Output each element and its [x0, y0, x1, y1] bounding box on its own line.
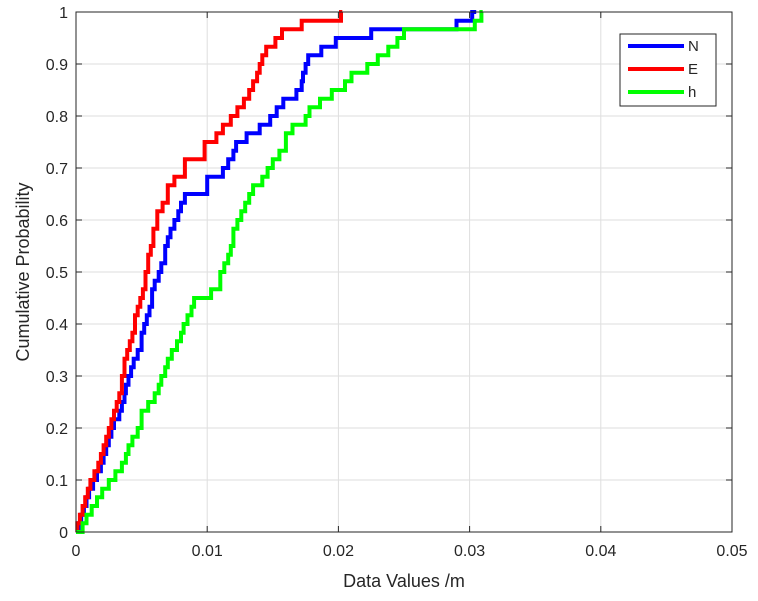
y-tick-label: 0.5 — [46, 265, 68, 282]
series-line-h — [76, 10, 484, 534]
y-tick-label: 0.9 — [46, 57, 68, 74]
y-tick-label: 0.3 — [46, 369, 68, 386]
x-tick-label: 0.01 — [192, 543, 223, 560]
x-tick-label: 0.05 — [716, 543, 747, 560]
y-tick-label: 1 — [59, 5, 68, 22]
y-tick-label: 0.1 — [46, 473, 68, 490]
y-tick-label: 0.2 — [46, 421, 68, 438]
y-tick-label: 0.8 — [46, 109, 68, 126]
x-axis-label: Data Values /m — [343, 571, 465, 591]
series-group — [75, 10, 484, 534]
ticks: 0 0.01 0.02 0.03 0.04 0.05 0 0.1 0.2 0.3 0.4 0.5 0.6… — [46, 5, 748, 560]
legend-label-N: N — [688, 38, 699, 55]
x-tick-label: 0 — [72, 543, 81, 560]
legend-label-h: h — [688, 84, 696, 101]
y-tick-label: 0 — [59, 525, 68, 542]
x-tick-label: 0.03 — [454, 543, 485, 560]
x-tick-label: 0.04 — [585, 543, 616, 560]
legend: NEh — [619, 33, 717, 107]
y-axis-label: Cumulative Probability — [13, 182, 33, 361]
series-line-E — [75, 10, 343, 534]
x-tick-label: 0.02 — [323, 543, 354, 560]
y-tick-label: 0.7 — [46, 161, 68, 178]
y-tick-label: 0.4 — [46, 317, 68, 334]
y-tick-label: 0.6 — [46, 213, 68, 230]
legend-label-E: E — [688, 61, 698, 78]
